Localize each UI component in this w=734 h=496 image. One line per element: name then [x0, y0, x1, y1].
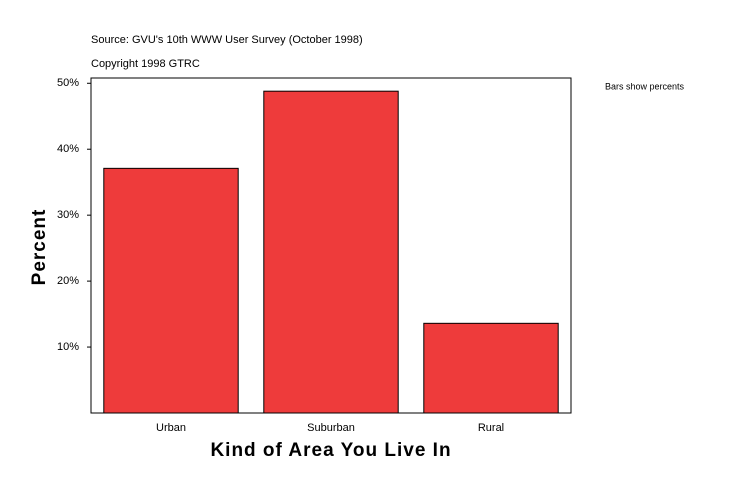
x-tick-label: Rural [478, 422, 504, 434]
bar [263, 90, 399, 414]
y-tick-label: 40% [57, 143, 79, 155]
y-axis-title: Percent [29, 209, 50, 286]
chart-subtitle: Copyright 1998 GTRC [91, 58, 200, 70]
y-tick-label: 20% [57, 275, 79, 287]
y-tick-label: 30% [57, 209, 79, 221]
y-tick-label: 10% [57, 341, 79, 353]
chart-title: Source: GVU's 10th WWW User Survey (Octo… [91, 34, 363, 46]
x-tick-label: Suburban [307, 422, 355, 434]
x-tick-label: Urban [156, 422, 186, 434]
bar [423, 322, 559, 414]
x-axis-title: Kind of Area You Live In [210, 440, 451, 461]
bar [103, 167, 239, 414]
annotation: Bars show percents [605, 81, 685, 91]
y-tick-label: 50% [57, 77, 79, 89]
